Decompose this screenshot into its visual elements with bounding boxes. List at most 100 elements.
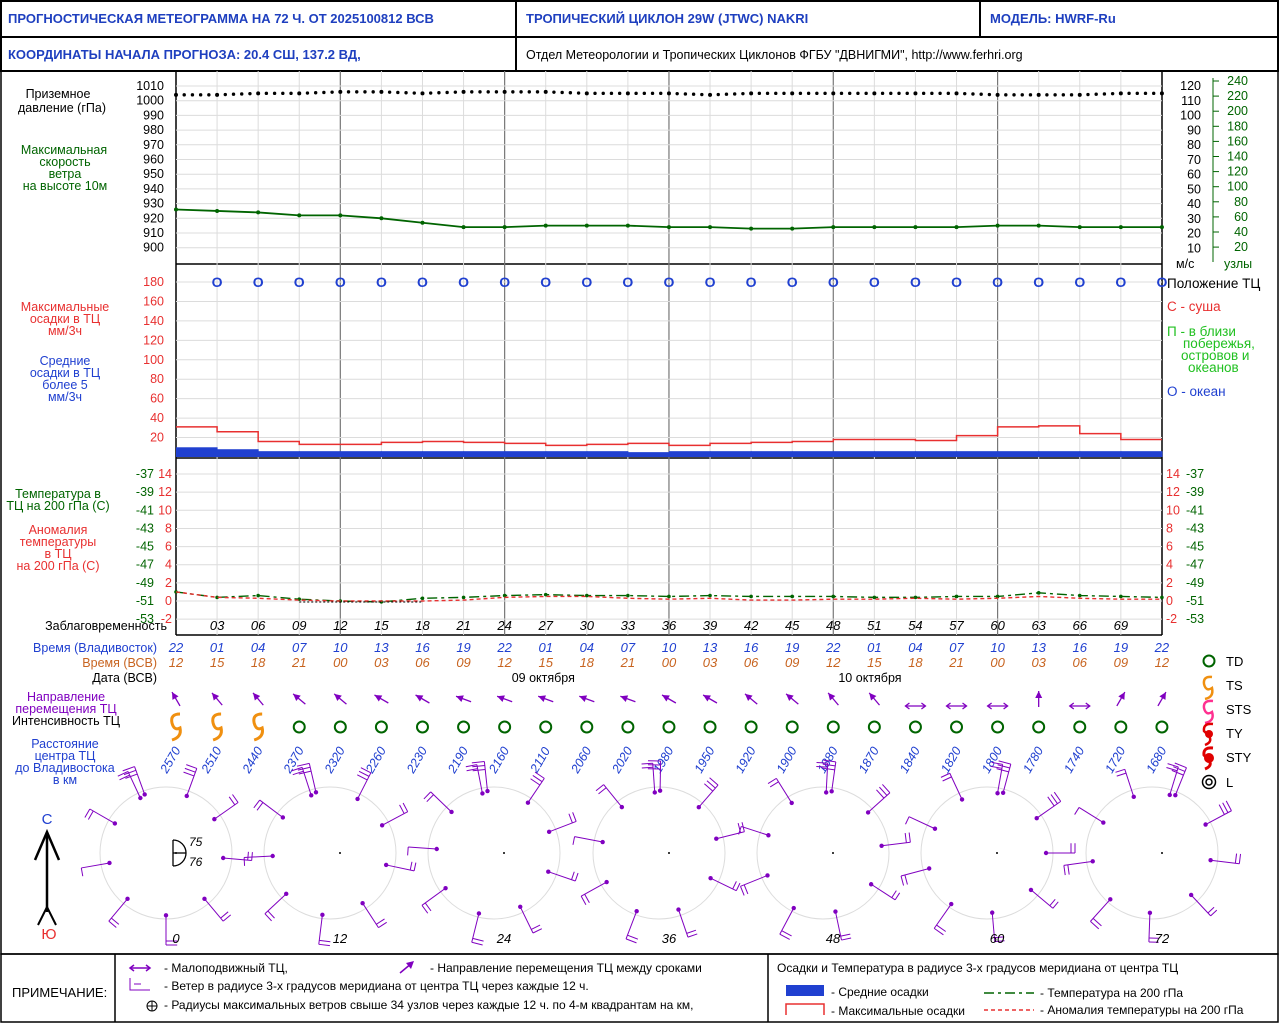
- pressure-point: [626, 91, 630, 95]
- wind-rose: 48: [739, 760, 911, 946]
- pressure-point: [379, 90, 383, 94]
- wind-barb-point: [1044, 851, 1048, 855]
- legend-sty: STY: [1226, 750, 1252, 765]
- wind-barb-feather: [111, 918, 119, 924]
- rose-circle: [757, 787, 889, 919]
- distance-value: 2110: [527, 745, 553, 776]
- wind-kt-tick: 120: [1227, 165, 1248, 179]
- axes: 1010100099098097096095094093092091090012…: [136, 74, 1248, 626]
- rose-center: [832, 852, 834, 854]
- lead-tick: 30: [580, 618, 595, 633]
- wind-barb-feather: [733, 881, 737, 889]
- pressure-dot: [519, 90, 522, 93]
- wind-barb-point: [125, 897, 129, 901]
- distance-value: 1680: [1143, 744, 1169, 775]
- rose-hour: 0: [172, 931, 180, 946]
- rose-center: [996, 852, 998, 854]
- pressure-dot: [717, 93, 720, 96]
- wind-barb-point: [212, 817, 216, 821]
- precip-tick: 40: [150, 411, 164, 425]
- lead-tick: 39: [703, 618, 717, 633]
- wind-barb-feather: [1172, 770, 1184, 775]
- position-marker: О: [1033, 274, 1044, 290]
- position-marker: О: [869, 274, 880, 290]
- pressure-dot: [199, 93, 202, 96]
- wind-barb-feather: [357, 775, 367, 780]
- wind-rose: 60: [901, 761, 1075, 946]
- pressure-dot: [593, 92, 596, 95]
- legend-ty: TY: [1226, 726, 1243, 741]
- td-marker: [540, 722, 551, 733]
- header: ПРОГНОСТИЧЕСКАЯ МЕТЕОГРАММА НА 72 Ч. ОТ …: [1, 1, 1278, 71]
- lead-tick: 57: [949, 618, 964, 633]
- pressure-dot: [413, 91, 416, 94]
- wind-barb-point: [824, 790, 828, 794]
- wind-barb-point: [1168, 793, 1172, 797]
- wind-ms-tick: 120: [1180, 79, 1201, 93]
- wind-barb-feather: [232, 794, 238, 802]
- wind-barb-feather: [1173, 767, 1185, 772]
- time-vlad: 07: [292, 640, 307, 655]
- mean-precip-bar: [1039, 451, 1081, 457]
- wind-ms-tick: 80: [1187, 138, 1201, 152]
- wind-barb-feather: [1235, 854, 1236, 864]
- wind-barb-feather: [569, 814, 573, 823]
- pressure-dot: [191, 93, 194, 96]
- intensity-legend: TD TS STS TY STY L: [1203, 654, 1252, 790]
- pressure-dot: [396, 91, 399, 94]
- wind-barb-point: [1029, 888, 1033, 892]
- pressure-point: [215, 93, 219, 97]
- anom-tick-right: 4: [1166, 558, 1173, 572]
- wind-barb-feather: [410, 862, 412, 870]
- wind-point: [544, 224, 548, 228]
- pressure-dot: [495, 90, 498, 93]
- wind-barb-point: [142, 792, 146, 796]
- pressure-dot: [922, 92, 925, 95]
- rose-hour: 60: [990, 931, 1005, 946]
- pressure-dot: [355, 90, 358, 93]
- intensity-label: Интенсивность ТЦ: [12, 714, 121, 728]
- position-marker: О: [705, 274, 716, 290]
- pressure-tick: 980: [143, 123, 164, 137]
- pressure-dot: [856, 92, 859, 95]
- wind-barb-point: [113, 821, 117, 825]
- rose-circle: [921, 787, 1053, 919]
- temp200-point: [256, 594, 260, 598]
- pressure-dot: [815, 92, 818, 95]
- wind-ms-tick: 90: [1187, 123, 1201, 137]
- wind-kt-tick: 220: [1227, 89, 1248, 103]
- pressure-dot: [314, 91, 317, 94]
- pressure-dot: [207, 93, 210, 96]
- pressure-dot: [979, 93, 982, 96]
- td-marker: [869, 722, 880, 733]
- distance-value: 1920: [733, 744, 759, 775]
- wind-rose: 72: [1064, 763, 1241, 946]
- lead-tick: 03: [210, 618, 225, 633]
- pressure-dot: [897, 92, 900, 95]
- wind-barb-feather: [400, 805, 405, 814]
- wind-barb-shaft: [109, 899, 128, 921]
- wind-ms-tick: 100: [1180, 109, 1201, 123]
- direction-arrowhead: [1035, 691, 1042, 698]
- wind-barb-point: [879, 844, 883, 848]
- pressure-dot: [963, 92, 966, 95]
- pressure-point: [420, 91, 424, 95]
- north-label: С: [42, 811, 53, 828]
- distance-value: 1740: [1061, 744, 1087, 775]
- wind-point: [338, 213, 342, 217]
- wind-barb-shaft: [1206, 811, 1232, 825]
- pressure-point: [544, 90, 548, 94]
- wind-barb-point: [766, 833, 770, 837]
- time-vlad: 04: [908, 640, 922, 655]
- pressure-dot: [906, 92, 909, 95]
- td-icon: [1204, 656, 1215, 667]
- pressure-dot: [889, 92, 892, 95]
- pressure-dot: [938, 92, 941, 95]
- wind-kt-tick: 160: [1227, 134, 1248, 148]
- wind-barb-feather: [185, 768, 196, 772]
- pressure-point: [1037, 93, 1041, 97]
- position-marker: О: [212, 274, 223, 290]
- wind-barb-point: [714, 837, 718, 841]
- wind-barb-point: [634, 909, 638, 913]
- td-marker: [581, 722, 592, 733]
